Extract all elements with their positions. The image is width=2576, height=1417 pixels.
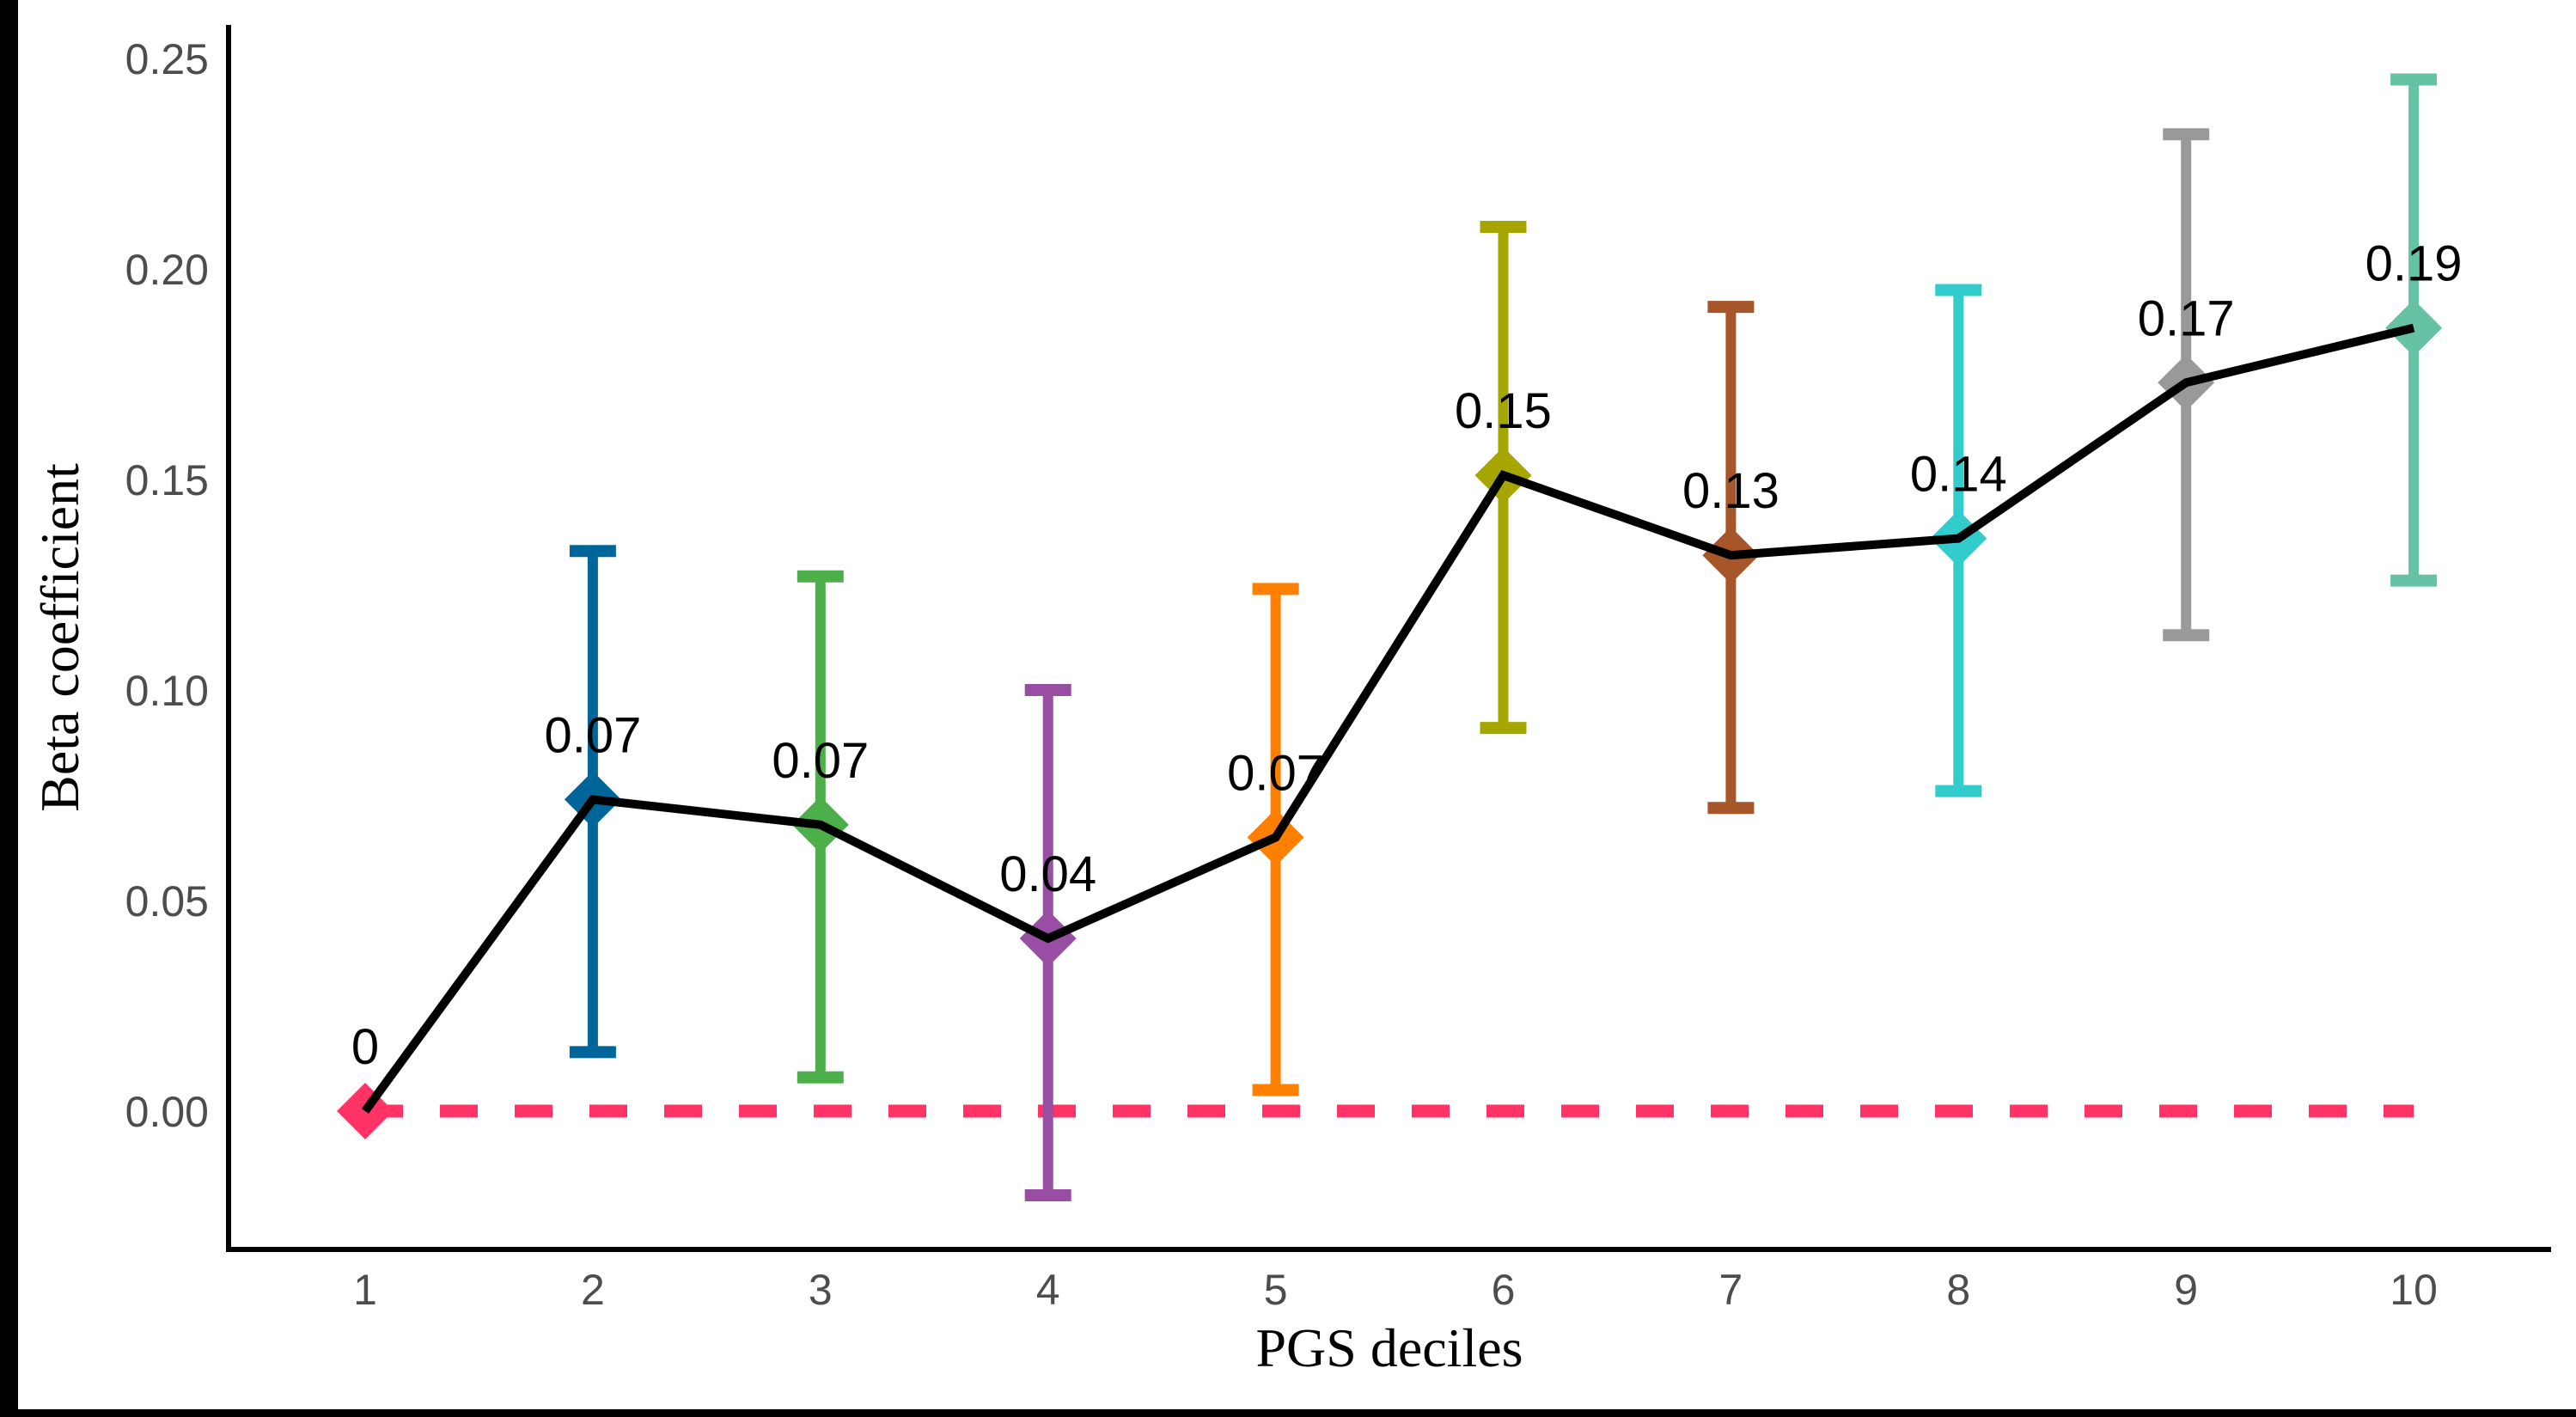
x-tick-label: 7 — [1718, 1266, 1743, 1314]
y-tick-label: 0.20 — [125, 246, 209, 294]
x-tick-label: 10 — [2390, 1266, 2438, 1314]
x-tick-label: 3 — [809, 1266, 833, 1314]
x-tick-label: 6 — [1492, 1266, 1516, 1314]
data-labels: 0 0.07 0.07 0.04 0.07 0.15 0.13 0.14 0.17 0.19 — [351, 236, 2463, 1075]
y-axis-title: Beta coefficient — [29, 463, 90, 812]
y-tick-label: 0.05 — [125, 877, 209, 925]
data-label: 0.07 — [1227, 746, 1324, 802]
x-tick-label: 8 — [1946, 1266, 1970, 1314]
x-ticks: 1 2 3 4 5 6 7 8 9 10 — [353, 1266, 2438, 1314]
axes: 0.00 0.05 0.10 0.15 0.20 0.25 1 2 3 4 5 6 7 8 9 10 — [125, 25, 2551, 1314]
series-line — [361, 323, 2415, 1114]
data-label: 0.15 — [1455, 383, 1552, 439]
data-label: 0.07 — [772, 733, 869, 789]
frame-border-left — [0, 0, 18, 1417]
error-bars — [569, 73, 2438, 1201]
x-axis-title: PGS deciles — [1255, 1317, 1523, 1378]
x-tick-label: 1 — [353, 1266, 377, 1314]
y-tick-label: 0.15 — [125, 456, 209, 504]
data-label: 0.17 — [2138, 290, 2235, 346]
data-label: 0.14 — [1910, 447, 2007, 503]
data-label: 0.04 — [999, 846, 1096, 902]
x-tick-label: 4 — [1036, 1266, 1060, 1314]
data-label: 0 — [351, 1019, 379, 1075]
y-ticks: 0.00 0.05 0.10 0.15 0.20 0.25 — [125, 35, 209, 1136]
data-label: 0.19 — [2365, 236, 2463, 292]
x-tick-label: 2 — [581, 1266, 605, 1314]
x-tick-label: 9 — [2174, 1266, 2198, 1314]
y-tick-label: 0.00 — [125, 1088, 209, 1136]
y-tick-label: 0.10 — [125, 667, 209, 715]
frame-border-bottom — [0, 1409, 2576, 1417]
data-label: 0.13 — [1682, 463, 1779, 519]
data-label: 0.07 — [544, 707, 641, 763]
y-tick-label: 0.25 — [125, 35, 209, 83]
x-tick-label: 5 — [1264, 1266, 1288, 1314]
series-line-group — [361, 323, 2415, 1114]
